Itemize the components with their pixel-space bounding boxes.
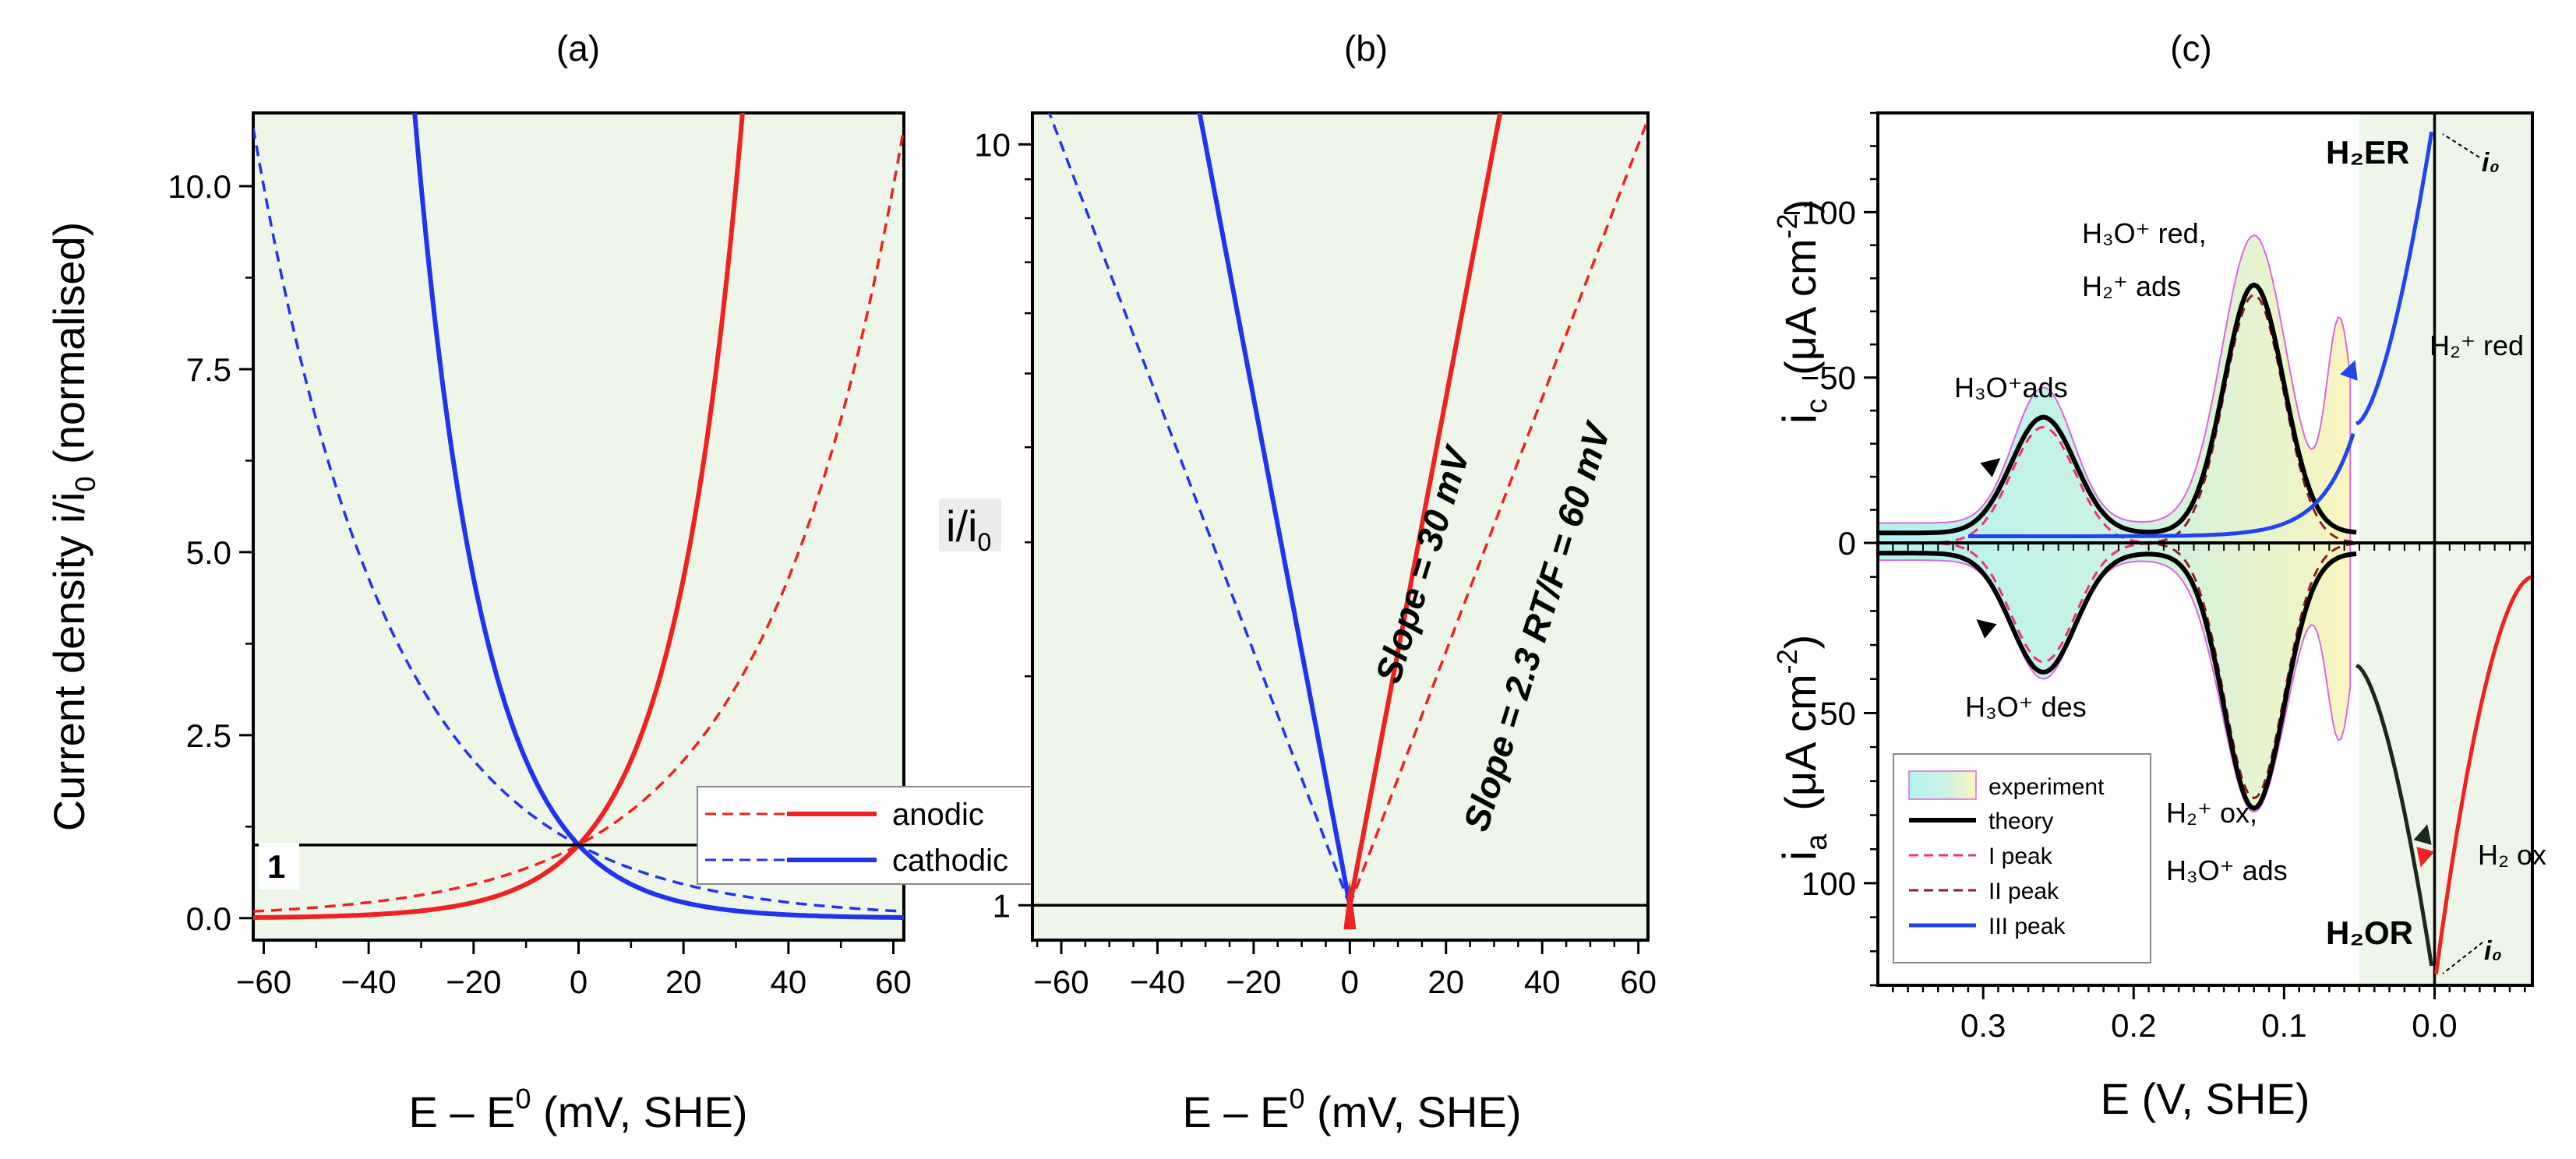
panel-a-title: (a) [556, 28, 600, 69]
panel-c-h2er-branch [2355, 131, 2434, 426]
panel-c-ytick-top-label: 0 [1838, 525, 1856, 562]
panel-a-ytick-label: 10.0 [168, 168, 231, 205]
panel-c-axis-ticks: 0.3 0.2 0.1 0.0 −100 −50 0 50 100 [1782, 111, 2526, 1044]
ann-h2er: H₂ER [2326, 134, 2409, 171]
panel-c-theory-top [1878, 282, 2357, 536]
panel-c-legend: experiment theory I peak II peak III pea… [1893, 753, 2151, 963]
panel-b-ytick-label: 1 [993, 887, 1011, 924]
panel-b-xtick-label: −60 [1033, 963, 1089, 1000]
panel-c-arrow-green [2413, 824, 2432, 845]
ann-i0-top-arrow [2442, 133, 2480, 158]
panel-c-ylabel-bottom: ia(μA cm-2) [1771, 635, 1833, 861]
panel-c: (c) 0.3 0.2 0.1 0.0 −100 −50 0 50 100 H₃O⁺ads H₃… [1771, 28, 2546, 1123]
panel-b-ylabel-bg [939, 498, 1001, 551]
panel-c-arrow-bottom-left [1976, 619, 1997, 639]
panel-b-xtick-label: 40 [1524, 963, 1561, 1000]
panel-a-axis-ticks: −60 −40 −20 0 20 40 60 0.0 2.5 5.0 7.5 10.0 [168, 168, 912, 1000]
ann-h2-ox-right: H₂ ox [2478, 839, 2546, 871]
panel-b-series-anodic-dashed [1348, 118, 1648, 906]
panel-c-hor-branch [2433, 575, 2532, 974]
ann-i0-bottom: i₀ [2484, 936, 2502, 966]
panel-a-ytick-label: 0.0 [186, 900, 231, 937]
ann-h2-ads: H₂⁺ ads [2082, 270, 2181, 302]
panel-a-xlabel: E – E0 (mV, SHE) [409, 1083, 748, 1136]
panel-a-ylabel: Current density i/i0 (normalised) [44, 222, 101, 832]
panel-b-series-anodic-solid [1347, 113, 1503, 906]
legend-cathodic-label: cathodic [892, 844, 1008, 878]
panel-b-ylabel: i/i0 [946, 502, 991, 556]
panel-c-arrow-red [2416, 847, 2435, 868]
panel-c-content [1878, 113, 2532, 985]
panel-b-xtick-label: 0 [1341, 963, 1359, 1000]
panel-c-frame [1876, 111, 2534, 987]
panel-a-ref-label: 1 [267, 848, 285, 885]
panel-c-ytick-top-label: −100 [1782, 194, 1856, 231]
panel-b-xtick-label: −20 [1226, 963, 1281, 1000]
panel-a-xtick-label: 20 [665, 963, 702, 1000]
panel-c-xtick-label: 0.1 [2261, 1007, 2306, 1044]
panel-c-peak-3 [1967, 432, 2355, 538]
ann-h3o-des: H₃O⁺ des [1965, 691, 2087, 723]
panel-b-xlabel: E – E0 (mV, SHE) [1183, 1083, 1522, 1136]
ann-h2-ox: H₂⁺ ox, [2166, 797, 2257, 829]
panel-c-arrow-blue [2340, 360, 2358, 381]
panel-b-xtick-label: −40 [1130, 963, 1185, 1000]
panel-a: (a) −60 −40 −20 0 20 40 60 0.0 2.5 5.0 7.5 10.0 1 a… [44, 28, 1041, 1136]
panel-a-ytick-label: 7.5 [186, 351, 231, 388]
panel-c-ylabel-top: ic(μA cm-2) [1771, 199, 1833, 424]
legend-experiment-label: experiment [1988, 774, 2105, 800]
panel-a-xtick-label: −20 [446, 963, 501, 1000]
ann-h3o-ads: H₃O⁺ads [1954, 372, 2068, 403]
panel-a-xtick-label: 0 [570, 963, 588, 1000]
ann-h2-red: H₂⁺ red [2430, 329, 2524, 361]
panel-c-theory-bottom [1878, 551, 2357, 812]
panel-b-xtick-label: 60 [1620, 963, 1657, 1000]
panel-c-peak-1-top [1878, 425, 2532, 544]
ann-h3o-ads-2: H₃O⁺ ads [2166, 854, 2288, 886]
ann-i0-bottom-arrow [2442, 942, 2483, 974]
panel-c-peak-2-bottom [1878, 541, 2532, 800]
panel-c-title: (c) [2170, 28, 2212, 69]
legend-peak3-label: III peak [1988, 914, 2066, 939]
panel-b-curves [1047, 113, 1648, 930]
legend-theory-label: theory [1988, 808, 2053, 834]
panel-a-legend: anodic cathodic [697, 786, 1041, 885]
panel-b-xtick-label: 20 [1427, 963, 1464, 1000]
panel-b-plot-area [1031, 111, 1650, 942]
panel-b-series-cathodic-solid [1197, 113, 1353, 906]
legend-peak2-label: II peak [1988, 879, 2059, 904]
panel-c-xtick-label: 0.2 [2111, 1007, 2156, 1044]
legend-peak1-label: I peak [1988, 844, 2053, 869]
panel-c-ytick-bottom-label: 100 [1801, 865, 1856, 902]
panel-b-ytick-label: 10 [974, 126, 1011, 163]
panel-b-origin-arrow [1343, 879, 1357, 930]
panel-b-title: (b) [1344, 28, 1388, 69]
ann-i0-top: i₀ [2482, 148, 2500, 178]
legend-experiment-swatch [1908, 770, 1977, 800]
panel-a-xtick-label: 60 [875, 963, 912, 1000]
ann-h2or: H₂OR [2326, 914, 2413, 951]
panel-c-h2or-branch [2355, 664, 2434, 967]
panel-a-ytick-label: 5.0 [186, 534, 231, 571]
panel-c-ytick-top-label: −50 [1801, 360, 1856, 396]
panel-c-xtick-label: 0.3 [1960, 1007, 2006, 1044]
panel-a-xtick-label: 40 [770, 963, 806, 1000]
panel-a-legend-box [697, 786, 1041, 885]
panel-b-series-cathodic-dashed [1047, 113, 1351, 906]
panel-c-ytick-bottom-label: 50 [1819, 695, 1856, 731]
ann-h3o-red: H₃O⁺ red, [2082, 217, 2207, 249]
panel-c-xlabel: E (V, SHE) [2101, 1074, 2310, 1123]
panel-c-green-band [2359, 113, 2532, 985]
panel-a-xtick-label: −60 [236, 963, 291, 1000]
panel-a-xtick-label: −40 [341, 963, 397, 1000]
panel-a-ref-label-bg [259, 843, 299, 890]
legend-anodic-label: anodic [892, 798, 984, 832]
panel-a-ytick-label: 2.5 [186, 717, 231, 754]
panel-b-axis-ticks: −60 −40 −20 0 20 40 60 1 10 [974, 126, 1657, 1000]
panel-c-xtick-label: 0.0 [2412, 1007, 2457, 1044]
panel-a-series-anodic-dashed [253, 127, 904, 913]
panel-c-arrow-top-left [1980, 458, 2001, 477]
